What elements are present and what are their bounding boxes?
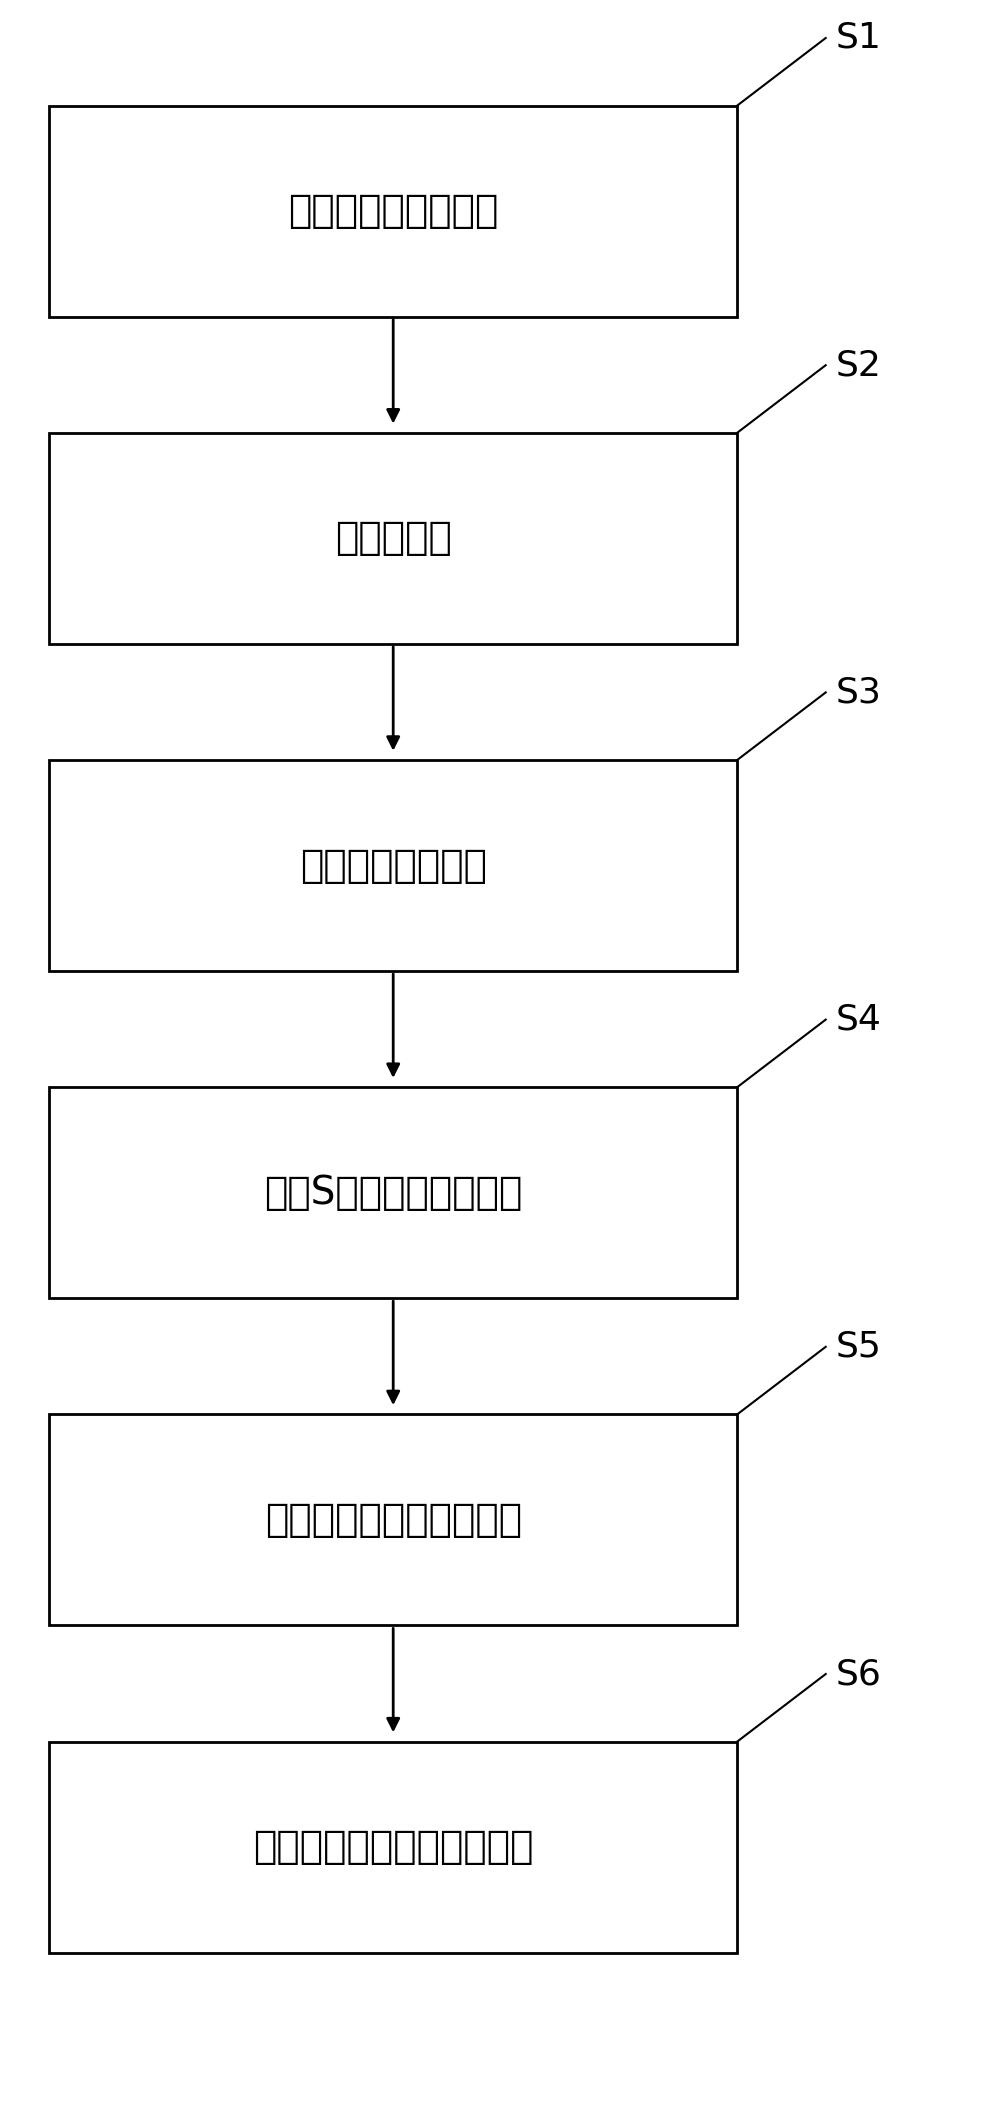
Text: 粗划分相带: 粗划分相带 [335,519,451,557]
Text: 井震标定与层位追踪: 井震标定与层位追踪 [288,192,498,230]
Bar [49,760,737,971]
Text: 广义S变换提取算法参数: 广义S变换提取算法参数 [264,1174,522,1212]
Bar [49,106,737,317]
Text: 依据最佳子波进行强层剥离: 依据最佳子波进行强层剥离 [253,1828,534,1866]
Text: S6: S6 [836,1657,882,1691]
Text: 确定变子波信息参与算法: 确定变子波信息参与算法 [264,1501,522,1539]
Text: 地震属性提取工作: 地震属性提取工作 [300,847,487,885]
Bar [49,1742,737,1953]
Bar [49,1414,737,1625]
Text: S1: S1 [836,21,882,55]
Bar [49,1087,737,1298]
Text: S4: S4 [836,1003,882,1037]
Text: S5: S5 [836,1330,882,1364]
Text: S2: S2 [836,348,882,382]
Bar [49,433,737,644]
Text: S3: S3 [836,676,882,709]
